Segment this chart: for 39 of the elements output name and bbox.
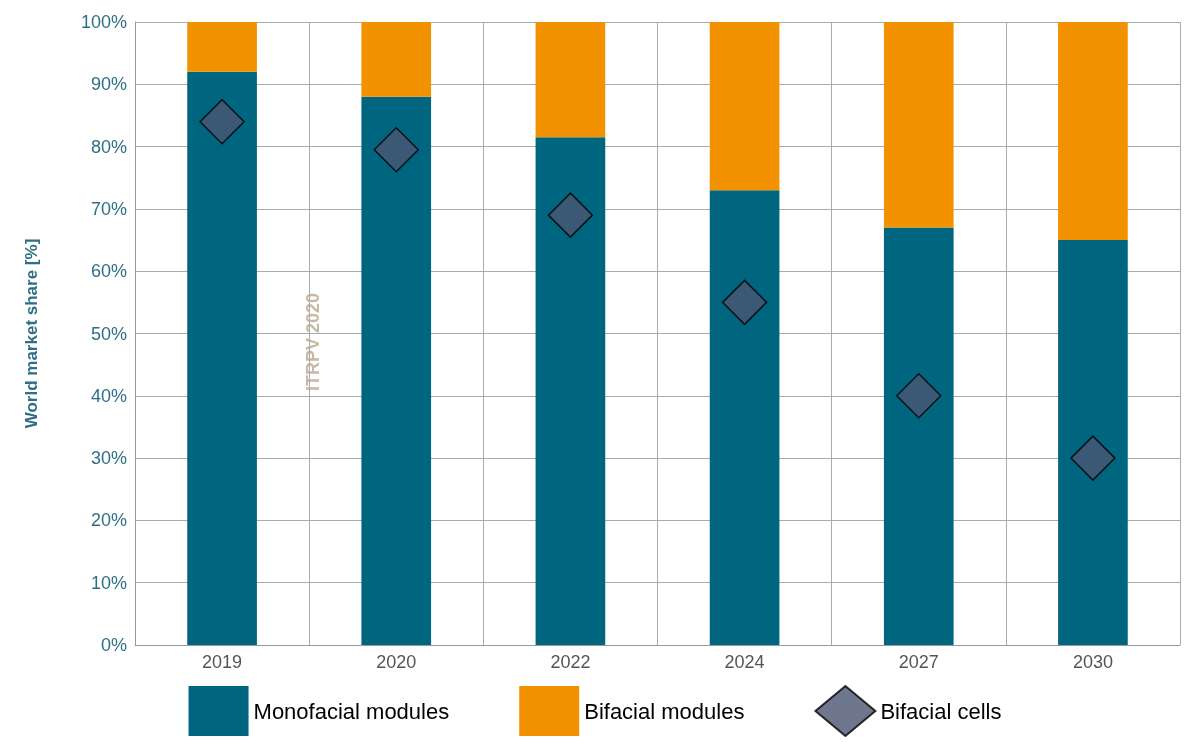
y-tick-label: 90%: [90, 74, 127, 95]
x-tick-label: 2024: [724, 652, 765, 672]
y-tick-label: 20%: [90, 510, 127, 531]
bar: [187, 71, 257, 645]
bar: [535, 137, 606, 645]
bar: [1058, 240, 1128, 645]
y-tick-label: 70%: [90, 198, 127, 219]
x-tick-label: 2019: [202, 652, 243, 672]
y-tick-label: 100%: [80, 12, 127, 32]
legend-label: Monofacial modules: [253, 698, 450, 724]
y-axis-title: World market share [%]: [22, 238, 41, 429]
y-tick-label: 40%: [90, 385, 127, 406]
x-tick-label: 2020: [376, 652, 417, 672]
bar: [883, 227, 954, 645]
y-tick-label: 60%: [90, 261, 127, 282]
point: [199, 98, 245, 145]
x-tick-label: 2022: [550, 652, 591, 672]
point: [721, 279, 768, 326]
point: [896, 373, 942, 419]
point: [1070, 435, 1116, 481]
bar: [709, 22, 780, 191]
y-tick-label: 10%: [90, 572, 127, 593]
bar: [1058, 22, 1128, 241]
bar: [187, 22, 257, 72]
legend-label: Bifacial cells: [880, 698, 1002, 724]
legend-label: Bifacial modules: [584, 698, 745, 724]
bar: [709, 190, 780, 645]
x-tick-label: 2027: [898, 652, 939, 672]
y-tick-label: 80%: [90, 136, 127, 157]
point: [547, 192, 594, 238]
y-tick-label: 30%: [90, 448, 127, 469]
bar: [535, 22, 606, 138]
bar: [361, 96, 432, 645]
bar: [883, 22, 954, 228]
y-tick-label: 50%: [90, 323, 127, 344]
x-tick-label: 2030: [1072, 652, 1113, 672]
y-tick-label: 0%: [100, 635, 127, 655]
bar: [361, 22, 432, 97]
point: [373, 126, 419, 173]
